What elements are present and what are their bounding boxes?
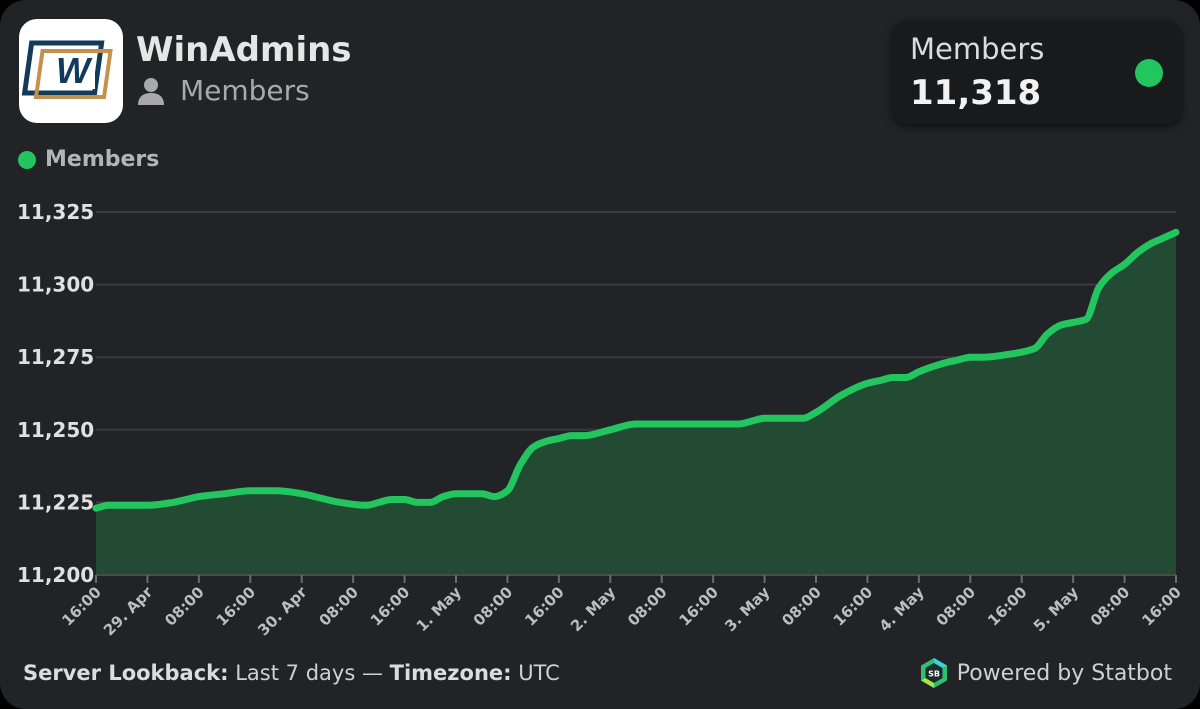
server-title: WinAdmins <box>136 30 352 70</box>
x-tick-label: 16:00 <box>521 583 567 629</box>
svg-text:W: W <box>56 50 93 91</box>
powered-by-label: Powered by Statbot <box>956 660 1172 686</box>
svg-text:SB: SB <box>928 670 940 679</box>
lookback-value: Last 7 days <box>235 661 356 685</box>
members-area-fill <box>96 232 1176 576</box>
x-tick-label: 2. May <box>567 583 619 635</box>
legend-dot-icon <box>18 150 36 169</box>
x-tick-label: 08:00 <box>624 583 670 629</box>
y-tick-label: 11,325 <box>17 200 94 224</box>
x-tick-label: 29. Apr <box>100 583 157 640</box>
status-dot-icon <box>1135 59 1163 87</box>
y-tick-label: 11,225 <box>17 490 94 514</box>
stat-subtitle: Members <box>136 74 310 107</box>
x-tick-label: 4. May <box>876 583 928 635</box>
y-tick-label: 11,200 <box>17 563 94 587</box>
stat-label: Members <box>910 32 1045 66</box>
members-stat-card: Members 11,318 <box>892 20 1182 124</box>
footer-separator: — <box>361 661 383 685</box>
subtitle-label: Members <box>180 74 310 107</box>
x-tick-label: 30. Apr <box>254 583 311 640</box>
x-tick-label: 16:00 <box>830 583 876 629</box>
x-tick-label: 16:00 <box>213 583 259 629</box>
user-icon <box>138 77 164 105</box>
x-tick-label: 08:00 <box>778 583 824 629</box>
x-tick-label: 5. May <box>1030 583 1082 635</box>
powered-by[interactable]: SB Powered by Statbot <box>919 657 1172 689</box>
timezone-label: Timezone: <box>389 661 512 685</box>
x-tick-label: 16:00 <box>675 583 721 629</box>
x-tick-label: 16:00 <box>367 583 413 629</box>
x-tick-label: 16:00 <box>58 583 104 629</box>
chart-legend[interactable]: Members <box>18 147 159 172</box>
stat-value: 11,318 <box>910 73 1042 113</box>
x-tick-label: 08:00 <box>1087 583 1133 629</box>
x-tick-label: 1. May <box>413 583 465 635</box>
x-tick-label: 08:00 <box>315 583 361 629</box>
statbot-logo-icon: SB <box>920 658 947 688</box>
x-tick-label: 08:00 <box>933 583 979 629</box>
x-tick-label: 16:00 <box>984 583 1030 629</box>
members-series-line <box>92 228 1180 512</box>
y-tick-label: 11,250 <box>17 418 94 442</box>
x-tick-label: 08:00 <box>470 583 516 629</box>
x-tick-label: 16:00 <box>1138 583 1184 629</box>
x-tick-label: 08:00 <box>161 583 207 629</box>
y-tick-label: 11,275 <box>17 345 94 369</box>
winadmins-logo-icon: W <box>21 40 113 99</box>
timezone-value: UTC <box>518 661 560 685</box>
x-tick-label: 3. May <box>721 583 773 635</box>
legend-label: Members <box>45 147 160 172</box>
server-logo: W <box>19 19 123 123</box>
footer-info: Server Lookback: Last 7 days — Timezone:… <box>23 661 560 685</box>
y-tick-label: 11,300 <box>17 273 94 297</box>
lookback-label: Server Lookback: <box>23 661 229 685</box>
